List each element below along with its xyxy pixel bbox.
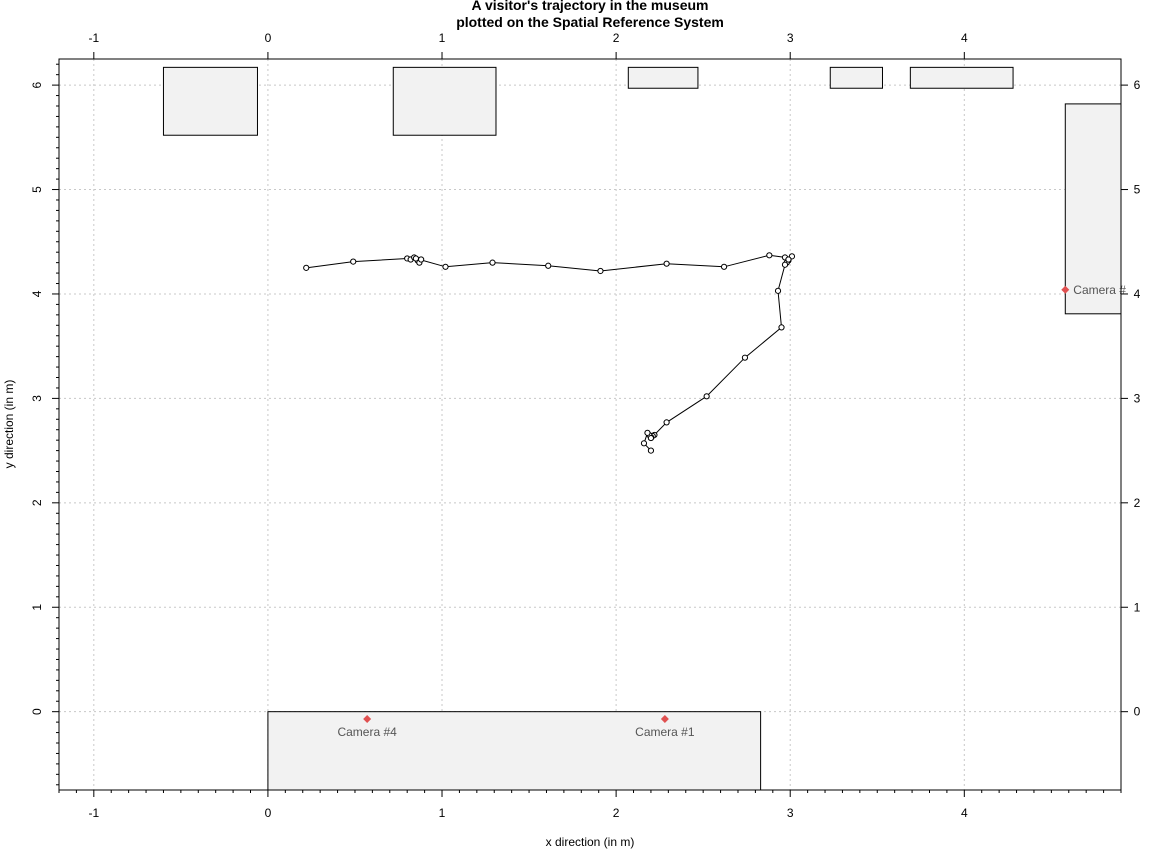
trajectory-point (781, 261, 789, 268)
museum-object (909, 66, 1014, 89)
camera-label: Camera #1 (635, 725, 695, 739)
y-tick-label-right: 4 (1134, 287, 1141, 301)
trajectory-point (663, 419, 670, 426)
y-tick-label-right: 2 (1134, 496, 1141, 510)
x-axis-label: x direction (in m) (546, 835, 635, 849)
trajectory-points (303, 252, 796, 454)
grid-lines (59, 59, 1121, 790)
trajectory-point (489, 259, 496, 266)
x-tick-label-bottom: 4 (961, 806, 968, 820)
trajectory-point (418, 256, 425, 263)
trajectory-point (663, 260, 670, 267)
museum-objects (162, 66, 1122, 791)
chart-subtitle: plotted on the Spatial Reference System (456, 14, 724, 30)
y-tick-label-left: 2 (30, 499, 44, 506)
axes: -1 -1 0 0 1 1 2 2 3 3 4 4 0 0 1 1 2 2 3 3 4 4 5 5 6 6 (30, 31, 1141, 820)
y-tick-label-left: 6 (30, 81, 44, 88)
x-tick-label-bottom: 1 (439, 806, 446, 820)
y-tick-label-left: 4 (30, 290, 44, 297)
x-tick-label-bottom: 0 (265, 806, 272, 820)
y-tick-label-right: 6 (1134, 78, 1141, 92)
camera-label: Camera # (1073, 283, 1126, 297)
trajectory-point (774, 287, 782, 294)
trajectory-point (597, 267, 604, 275)
trajectory-point (720, 263, 728, 270)
trajectory-point (785, 256, 792, 263)
x-tick-label-top: -1 (88, 31, 99, 45)
museum-object (627, 66, 699, 89)
camera-marker (363, 714, 372, 723)
trajectory-point (640, 440, 648, 447)
museum-object (267, 711, 762, 791)
camera-label: Camera #4 (337, 725, 397, 739)
trajectory-point (350, 258, 357, 265)
x-tick-label-top: 4 (961, 31, 968, 45)
trajectory-point (545, 262, 552, 269)
chart-title: A visitor's trajectory in the museum (472, 0, 709, 13)
trajectory-point (442, 263, 449, 270)
camera-marker (1061, 285, 1070, 294)
y-tick-label-right: 0 (1134, 705, 1141, 719)
y-tick-label-right: 1 (1134, 600, 1141, 614)
x-tick-label-bottom: 2 (613, 806, 620, 820)
trajectory-point (412, 255, 420, 262)
y-axis-label: y direction (in m) (2, 380, 16, 469)
y-tick-label-right: 3 (1134, 391, 1141, 405)
x-tick-label-bottom: -1 (88, 806, 99, 820)
camera-marker (660, 714, 669, 723)
y-tick-label-left: 0 (30, 708, 44, 715)
trajectory-point (303, 264, 310, 271)
museum-object (392, 66, 497, 136)
trajectory-point (647, 434, 655, 442)
museum-object (162, 66, 258, 136)
trajectory-point (703, 393, 710, 400)
museum-object (829, 66, 883, 89)
trajectory-point (766, 252, 773, 259)
x-tick-label-top: 2 (613, 31, 620, 45)
cameras: Camera #4 Camera #1 Camera # (337, 283, 1126, 739)
x-tick-label-top: 3 (787, 31, 794, 45)
y-tick-label-left: 5 (30, 186, 44, 193)
y-tick-label-right: 5 (1134, 183, 1141, 197)
trajectory-point (647, 447, 655, 454)
x-tick-label-top: 0 (265, 31, 272, 45)
y-tick-label-left: 3 (30, 395, 44, 402)
trajectory-line (306, 254, 793, 451)
x-tick-label-top: 1 (439, 31, 446, 45)
trajectory-path (306, 254, 793, 451)
y-tick-label-left: 1 (30, 604, 44, 611)
museum-object (1064, 103, 1122, 315)
trajectory-point (741, 354, 749, 361)
plot-frame (58, 58, 1122, 791)
trajectory-point (644, 429, 651, 436)
x-tick-label-bottom: 3 (787, 806, 794, 820)
trajectory-point (778, 324, 785, 331)
